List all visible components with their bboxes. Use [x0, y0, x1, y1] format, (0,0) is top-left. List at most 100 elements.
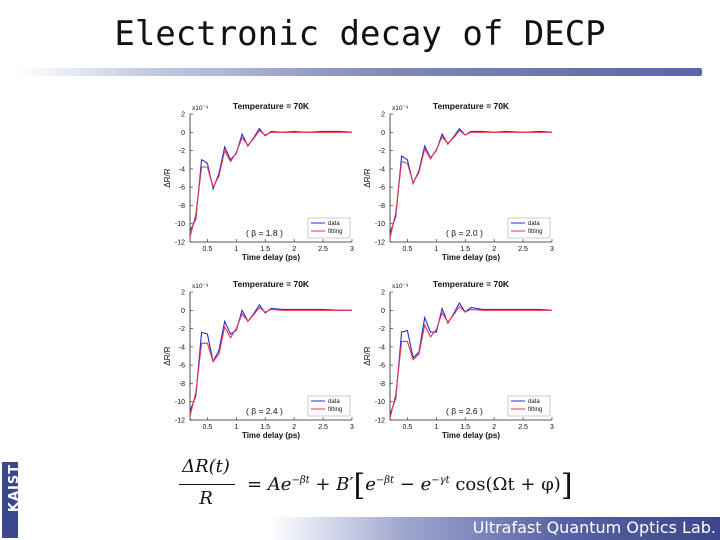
- y-tick-label: -8: [379, 203, 385, 210]
- formula-term-5: cos(Ωt + φ): [449, 474, 561, 495]
- title-divider: [18, 68, 702, 76]
- x-tick-label: 0.5: [402, 424, 412, 431]
- formula-term-3: e: [365, 474, 376, 495]
- series-line-fitting: [189, 306, 352, 417]
- y-tick-label: -12: [175, 240, 185, 247]
- y-tick-label: -10: [175, 399, 185, 406]
- y-tick-label: -4: [379, 166, 385, 173]
- y-tick-label: -10: [375, 221, 385, 228]
- x-tick-label: 2.5: [518, 246, 528, 253]
- y-exponent-label: x10⁻³: [392, 105, 409, 112]
- footer-bar: [270, 517, 720, 540]
- series-line-fitting: [389, 305, 552, 419]
- x-tick-label: 1.5: [460, 424, 470, 431]
- y-tick-label: -2: [179, 148, 185, 155]
- footer-lab-name: Ultrafast Quantum Optics Lab.: [472, 518, 716, 537]
- legend-label-data: data: [328, 221, 340, 227]
- y-tick-label: -12: [175, 418, 185, 425]
- formula-exp-3: −γt: [431, 475, 450, 486]
- y-axis-label: ΔR/R: [163, 346, 172, 365]
- y-exponent-label: x10⁻³: [392, 283, 409, 290]
- x-tick-label: 3: [550, 424, 554, 431]
- chart-panel-2: Temperature = 70K x10⁻³ 2 0 -2 -4 -6 -8 -10 -12 0.…: [363, 101, 554, 262]
- y-tick-label: -2: [179, 326, 185, 333]
- y-tick-label: -4: [179, 344, 185, 351]
- formula-term-4: − e: [394, 474, 432, 495]
- y-tick-label: -12: [375, 418, 385, 425]
- y-tick-label: 2: [181, 112, 185, 119]
- legend-label-data: data: [528, 221, 540, 227]
- x-tick-label: 3: [350, 424, 354, 431]
- y-tick-label: -6: [179, 363, 185, 370]
- x-axis-label: Time delay (ps): [442, 431, 500, 440]
- x-tick-label: 1: [234, 246, 238, 253]
- formula-term-1: = Ae: [247, 474, 292, 495]
- y-tick-label: -6: [179, 185, 185, 192]
- x-tick-label: 0.5: [402, 246, 412, 253]
- x-axis-label: Time delay (ps): [242, 253, 300, 262]
- y-tick-label: -6: [379, 363, 385, 370]
- y-tick-label: 2: [381, 290, 385, 297]
- y-tick-label: -8: [379, 381, 385, 388]
- figure-panel-grid: Temperature = 70K x10⁻³ 2 0 -2 -4 -6 -8 -10 -12 0.…: [163, 101, 554, 440]
- slide-title: Electronic decay of DECP: [114, 14, 606, 54]
- y-exponent-label: x10⁻³: [192, 283, 209, 290]
- x-tick-label: 3: [350, 246, 354, 253]
- legend-label-fitting: fitting: [328, 229, 342, 235]
- beta-annotation: ( β = 2.6 ): [446, 406, 483, 416]
- x-tick-label: 1.5: [460, 246, 470, 253]
- beta-annotation: ( β = 2.4 ): [246, 406, 283, 416]
- y-tick-label: -10: [175, 221, 185, 228]
- y-tick-label: -4: [379, 344, 385, 351]
- series-line-data: [189, 127, 353, 232]
- chart-title: Temperature = 70K: [233, 279, 310, 289]
- formula-term-2: + B′: [309, 474, 354, 495]
- y-tick-label: -4: [179, 166, 185, 173]
- formula-exp-2: −βt: [375, 475, 395, 486]
- chart-title: Temperature = 70K: [433, 279, 510, 289]
- y-tick-label: -12: [375, 240, 385, 247]
- formula-close-bracket: ]: [560, 468, 573, 503]
- chart-title: Temperature = 70K: [433, 101, 510, 111]
- formula-numerator: ΔR(t): [182, 456, 230, 477]
- x-tick-label: 2: [292, 424, 296, 431]
- x-tick-label: 0.5: [202, 424, 212, 431]
- legend-label-data: data: [328, 399, 340, 405]
- x-tick-label: 3: [550, 246, 554, 253]
- legend-label-data: data: [528, 399, 540, 405]
- y-tick-label: 2: [381, 112, 385, 119]
- x-tick-label: 1: [434, 246, 438, 253]
- fit-formula: ΔR(t) R = Ae−βt + B′[e−βt − e−γt cos(Ωt …: [175, 452, 575, 512]
- chart-panel-3: Temperature = 70K x10⁻³ 2 0 -2 -4 -6 -8 -10 -12 0.…: [163, 279, 354, 440]
- y-tick-label: -8: [179, 381, 185, 388]
- beta-annotation: ( β = 1.8 ): [246, 228, 283, 238]
- y-tick-label: 0: [181, 130, 185, 137]
- y-exponent-label: x10⁻³: [192, 105, 209, 112]
- series-line-fitting: [389, 129, 552, 239]
- formula-exp-1: −βt: [291, 475, 310, 486]
- x-tick-label: 1: [434, 424, 438, 431]
- x-axis-label: Time delay (ps): [442, 253, 500, 262]
- x-tick-label: 2.5: [318, 424, 328, 431]
- chart-panel-1: Temperature = 70K x10⁻³ 2 0 -2 -4 -6 -8 -10 -12 0.…: [163, 101, 354, 262]
- y-axis-label: ΔR/R: [163, 168, 172, 187]
- x-axis-label: Time delay (ps): [242, 431, 300, 440]
- chart-panel-4: Temperature = 70K x10⁻³ 2 0 -2 -4 -6 -8 -10 -12 0.…: [363, 279, 554, 440]
- logo-background: [2, 462, 18, 538]
- y-tick-label: -6: [379, 185, 385, 192]
- legend-label-fitting: fitting: [528, 407, 542, 413]
- y-tick-label: -2: [379, 326, 385, 333]
- x-tick-label: 2.5: [318, 246, 328, 253]
- y-axis-label: ΔR/R: [363, 346, 372, 365]
- y-axis-label: ΔR/R: [363, 168, 372, 187]
- legend-label-fitting: fitting: [328, 407, 342, 413]
- series-line-data: [389, 301, 553, 415]
- series-line-data: [189, 303, 352, 412]
- x-tick-label: 2: [292, 246, 296, 253]
- formula-rhs: = Ae−βt + B′[e−βt − e−γt cos(Ωt + φ)]: [247, 468, 573, 503]
- x-tick-label: 2: [492, 246, 496, 253]
- y-tick-label: 0: [181, 308, 185, 315]
- kaist-logo-text: KAIST: [7, 463, 22, 513]
- x-tick-label: 2.5: [518, 424, 528, 431]
- formula-fraction-bar: [179, 484, 235, 485]
